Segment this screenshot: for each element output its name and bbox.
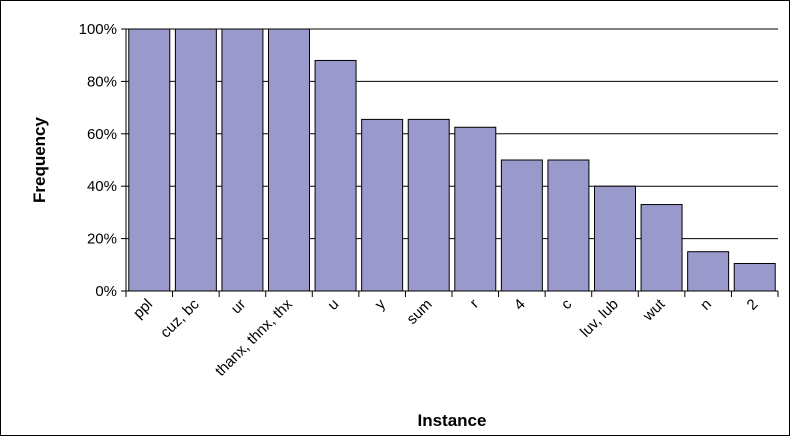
- bar: [687, 251, 730, 292]
- x-tick-label: luv, lub: [577, 296, 622, 341]
- bar: [454, 126, 497, 292]
- bars: [128, 28, 776, 292]
- bar: [314, 59, 357, 292]
- bar: [500, 159, 543, 292]
- x-tick-label: ur: [228, 296, 249, 317]
- x-tick-label: wut: [639, 295, 669, 325]
- y-tick-label: 100%: [79, 21, 117, 38]
- bar: [547, 159, 590, 292]
- bar: [733, 262, 776, 292]
- x-tick-label: y: [372, 295, 390, 313]
- x-tick-label: r: [467, 296, 483, 312]
- y-tick-label: 80%: [87, 73, 117, 90]
- x-tick-label: ppl: [130, 296, 156, 322]
- x-tick-label: 2: [744, 296, 762, 314]
- bar: [268, 28, 310, 292]
- bar: [361, 118, 404, 292]
- x-axis-title: Instance: [418, 411, 487, 430]
- bar: [640, 204, 683, 292]
- bar: [594, 185, 636, 292]
- bar: [407, 118, 450, 292]
- bar: [221, 28, 264, 292]
- x-tick-label: 4: [511, 296, 529, 314]
- x-tick-label: u: [324, 296, 342, 314]
- y-tick-label: 40%: [87, 178, 117, 195]
- x-tick-label: cuz, bc: [157, 295, 203, 341]
- y-tick-label: 0%: [95, 283, 117, 300]
- y-tick-labels: 0% 20% 40% 60% 80% 100%: [79, 21, 117, 300]
- y-tick-label: 60%: [87, 126, 117, 143]
- y-axis-title: Frequency: [30, 116, 49, 203]
- x-tick-label: c: [558, 295, 576, 313]
- axes: [121, 28, 779, 297]
- y-tick-label: 20%: [87, 231, 117, 248]
- bar: [128, 28, 171, 292]
- bar: [174, 28, 217, 292]
- x-tick-label: n: [697, 296, 715, 314]
- x-tick-label: thanx, thnx, thx: [212, 295, 296, 379]
- x-tick-label: sum: [403, 296, 435, 328]
